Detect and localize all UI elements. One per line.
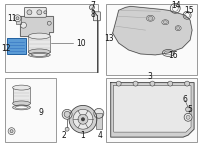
Text: 15: 15	[184, 6, 194, 15]
Polygon shape	[114, 86, 191, 132]
FancyBboxPatch shape	[93, 12, 100, 21]
FancyBboxPatch shape	[7, 38, 26, 54]
Ellipse shape	[28, 49, 50, 55]
Circle shape	[27, 10, 32, 15]
Ellipse shape	[31, 53, 47, 56]
Ellipse shape	[28, 33, 50, 39]
Circle shape	[8, 128, 15, 135]
Ellipse shape	[148, 16, 153, 20]
Circle shape	[81, 117, 85, 121]
Text: 9: 9	[39, 108, 44, 117]
Circle shape	[186, 115, 190, 119]
Circle shape	[89, 5, 94, 10]
FancyBboxPatch shape	[13, 88, 30, 103]
Circle shape	[150, 81, 155, 86]
Ellipse shape	[175, 26, 181, 31]
Ellipse shape	[13, 105, 30, 110]
Text: 13: 13	[104, 34, 114, 43]
Circle shape	[73, 109, 93, 129]
Text: 7: 7	[90, 1, 95, 10]
FancyBboxPatch shape	[5, 4, 98, 72]
Text: 10: 10	[76, 39, 86, 47]
Text: 11: 11	[7, 14, 16, 23]
Circle shape	[37, 10, 42, 15]
Text: 16: 16	[168, 51, 178, 60]
Circle shape	[64, 111, 70, 117]
Text: 6: 6	[183, 95, 188, 104]
FancyBboxPatch shape	[5, 78, 56, 142]
FancyBboxPatch shape	[24, 7, 46, 17]
Circle shape	[186, 107, 191, 112]
Ellipse shape	[13, 85, 30, 90]
FancyBboxPatch shape	[106, 78, 197, 142]
FancyBboxPatch shape	[106, 4, 197, 75]
Circle shape	[16, 17, 19, 20]
Text: 3: 3	[147, 72, 152, 81]
Ellipse shape	[16, 106, 27, 109]
Text: 2: 2	[62, 131, 67, 140]
Text: 4: 4	[97, 131, 102, 140]
Circle shape	[94, 108, 104, 118]
Text: 12: 12	[1, 44, 10, 54]
Circle shape	[168, 81, 173, 86]
Circle shape	[44, 11, 47, 14]
Ellipse shape	[177, 27, 180, 30]
FancyBboxPatch shape	[16, 16, 21, 24]
Ellipse shape	[163, 21, 167, 24]
Ellipse shape	[28, 52, 50, 57]
Polygon shape	[111, 83, 194, 137]
Text: 8: 8	[91, 10, 95, 19]
Circle shape	[20, 22, 26, 28]
Ellipse shape	[13, 101, 30, 106]
Circle shape	[78, 114, 88, 124]
Circle shape	[184, 113, 192, 121]
Text: 1: 1	[81, 131, 85, 140]
Circle shape	[10, 130, 13, 133]
Circle shape	[62, 109, 72, 119]
Circle shape	[65, 127, 69, 131]
Ellipse shape	[146, 15, 154, 21]
Polygon shape	[113, 6, 192, 55]
Ellipse shape	[162, 20, 169, 25]
Circle shape	[185, 81, 190, 86]
Circle shape	[47, 21, 51, 25]
Polygon shape	[20, 16, 53, 36]
Circle shape	[116, 81, 121, 86]
FancyBboxPatch shape	[96, 113, 102, 129]
Circle shape	[133, 81, 138, 86]
Text: 14: 14	[171, 1, 181, 10]
Circle shape	[69, 105, 97, 133]
FancyBboxPatch shape	[28, 36, 50, 52]
Circle shape	[14, 15, 21, 22]
Text: 5: 5	[188, 105, 193, 114]
